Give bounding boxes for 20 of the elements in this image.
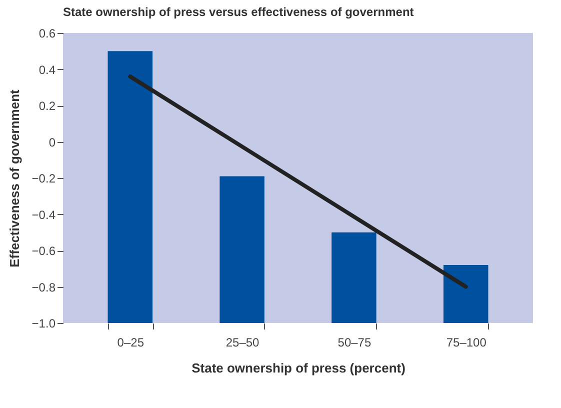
y-axis-title: Effectiveness of government (6, 88, 22, 268)
bar (220, 176, 264, 323)
y-tick-label: −0.8 (32, 280, 56, 294)
y-tick-label: −1.0 (32, 316, 56, 330)
y-tick-label: −0.4 (32, 208, 56, 222)
y-tick-label: −0.2 (32, 172, 56, 186)
bar (332, 232, 376, 323)
bar (443, 265, 488, 323)
y-tick-label: 0.6 (38, 26, 56, 40)
y-tick-label: 0 (48, 135, 56, 150)
y-tick-label: −0.6 (32, 244, 56, 258)
x-tick-label: 50–75 (338, 336, 372, 350)
y-tick-label: 0.2 (38, 99, 56, 113)
x-axis-title: State ownership of press (percent) (192, 360, 406, 376)
x-tick-label: 25–50 (226, 336, 260, 350)
bar (108, 51, 153, 323)
x-tick-label: 0–25 (117, 336, 144, 350)
chart-title: State ownership of press versus effectiveness of government (63, 5, 414, 19)
y-tick-label: 0.4 (38, 62, 56, 77)
x-tick-label: 75–100 (446, 336, 487, 350)
